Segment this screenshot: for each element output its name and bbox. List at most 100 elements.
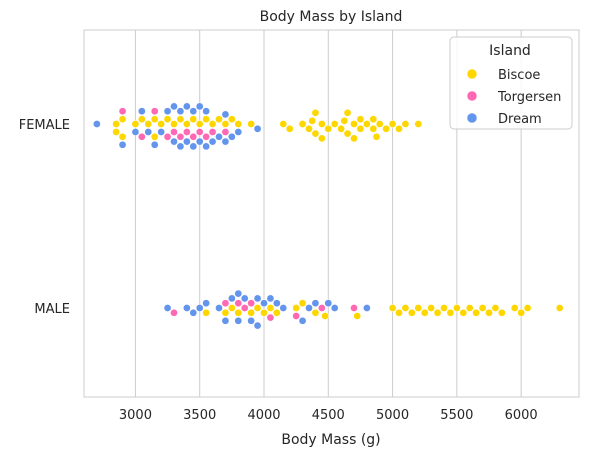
point-biscoe bbox=[324, 124, 333, 133]
point-biscoe bbox=[189, 115, 198, 124]
point-biscoe bbox=[144, 120, 153, 128]
legend-label: Biscoe bbox=[498, 68, 540, 83]
point-torgersen bbox=[163, 132, 172, 141]
data-points bbox=[93, 102, 564, 330]
point-torgersen bbox=[234, 299, 243, 308]
point-biscoe bbox=[318, 134, 326, 143]
point-biscoe bbox=[292, 304, 300, 312]
point-biscoe bbox=[234, 308, 243, 317]
point-biscoe bbox=[356, 115, 365, 124]
point-biscoe bbox=[375, 120, 384, 128]
point-biscoe bbox=[388, 120, 397, 128]
point-biscoe bbox=[343, 129, 352, 138]
point-dream bbox=[279, 304, 288, 312]
point-dream bbox=[170, 137, 178, 146]
point-torgersen bbox=[247, 299, 255, 308]
point-biscoe bbox=[408, 308, 416, 317]
chart-title: Body Mass by Island bbox=[260, 9, 403, 25]
point-biscoe bbox=[202, 308, 210, 317]
point-biscoe bbox=[401, 120, 410, 128]
point-biscoe bbox=[337, 124, 345, 133]
point-dream bbox=[260, 299, 268, 308]
point-biscoe bbox=[453, 304, 461, 312]
point-dream bbox=[183, 304, 191, 312]
point-biscoe bbox=[401, 304, 410, 312]
point-dream bbox=[234, 316, 243, 325]
point-biscoe bbox=[523, 304, 532, 312]
point-biscoe bbox=[183, 120, 191, 128]
x-axis-ticks: 3000 3500 4000 4500 5000 5500 6000 bbox=[119, 408, 538, 423]
point-dream bbox=[189, 308, 198, 317]
point-biscoe bbox=[150, 115, 159, 124]
point-torgersen bbox=[202, 132, 210, 141]
point-torgersen bbox=[150, 107, 159, 116]
point-biscoe bbox=[170, 120, 178, 128]
point-biscoe bbox=[221, 308, 230, 317]
point-dream bbox=[150, 140, 159, 149]
point-dream bbox=[234, 128, 243, 136]
point-biscoe bbox=[369, 124, 378, 133]
point-dream bbox=[228, 294, 236, 303]
point-biscoe bbox=[395, 124, 403, 133]
point-biscoe bbox=[260, 308, 268, 317]
point-biscoe bbox=[208, 120, 217, 128]
point-dream bbox=[183, 102, 191, 111]
point-biscoe bbox=[138, 115, 146, 124]
point-torgersen bbox=[318, 304, 326, 312]
point-biscoe bbox=[195, 120, 204, 128]
point-dream bbox=[163, 304, 172, 312]
point-torgersen bbox=[350, 304, 358, 312]
point-biscoe bbox=[353, 312, 362, 320]
point-biscoe bbox=[350, 134, 358, 143]
point-dream bbox=[202, 299, 210, 308]
point-torgersen bbox=[292, 312, 300, 320]
point-biscoe bbox=[472, 308, 480, 317]
point-biscoe bbox=[112, 128, 120, 136]
point-torgersen bbox=[170, 308, 178, 317]
point-dream bbox=[228, 132, 236, 141]
point-dream bbox=[189, 142, 198, 151]
point-torgersen bbox=[221, 299, 230, 308]
grid bbox=[134, 30, 522, 397]
point-biscoe bbox=[305, 124, 313, 133]
point-dream bbox=[195, 137, 204, 146]
point-torgersen bbox=[240, 304, 249, 312]
point-biscoe bbox=[311, 108, 320, 117]
point-biscoe bbox=[372, 132, 381, 141]
point-biscoe bbox=[356, 124, 365, 133]
x-tick-label: 6000 bbox=[505, 408, 538, 423]
point-biscoe bbox=[221, 120, 230, 128]
legend-marker-biscoe bbox=[466, 68, 478, 80]
point-dream bbox=[138, 107, 146, 116]
point-dream bbox=[221, 137, 230, 146]
point-torgersen bbox=[170, 128, 178, 136]
point-dream bbox=[118, 140, 127, 149]
point-biscoe bbox=[176, 115, 185, 124]
point-biscoe bbox=[308, 116, 317, 125]
point-biscoe bbox=[459, 308, 468, 317]
point-biscoe bbox=[491, 304, 500, 312]
point-biscoe bbox=[388, 304, 397, 312]
point-dream bbox=[202, 107, 210, 116]
point-torgersen bbox=[138, 132, 146, 141]
point-biscoe bbox=[157, 120, 165, 128]
point-torgersen bbox=[195, 128, 204, 136]
point-biscoe bbox=[279, 120, 288, 128]
point-biscoe bbox=[318, 120, 326, 128]
point-biscoe bbox=[273, 308, 281, 317]
point-dream bbox=[176, 107, 185, 116]
legend-label: Dream bbox=[498, 112, 542, 127]
point-dream bbox=[273, 299, 281, 308]
legend-box bbox=[449, 36, 573, 130]
point-dream bbox=[202, 142, 210, 151]
point-biscoe bbox=[131, 120, 140, 128]
point-biscoe bbox=[253, 304, 262, 312]
point-biscoe bbox=[427, 304, 435, 312]
y-tick-label: MALE bbox=[34, 302, 70, 317]
point-biscoe bbox=[311, 129, 320, 138]
legend: Island Biscoe Torgersen Dream bbox=[449, 36, 573, 130]
point-biscoe bbox=[478, 304, 487, 312]
point-biscoe bbox=[555, 304, 564, 312]
point-dream bbox=[195, 102, 204, 111]
